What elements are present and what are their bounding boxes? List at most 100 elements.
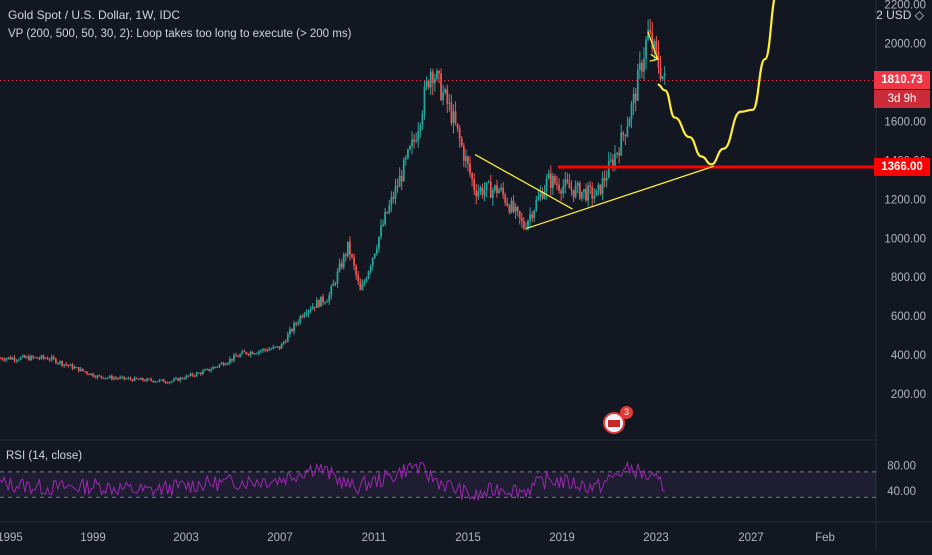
candle-body — [34, 357, 37, 359]
candle-body — [315, 300, 318, 308]
candle-body — [564, 179, 567, 187]
candle-body — [446, 89, 449, 104]
candle-body — [170, 381, 173, 383]
candle-body — [618, 152, 621, 156]
candle-body — [233, 355, 235, 361]
candle-body — [154, 381, 157, 383]
candle-body — [371, 257, 374, 267]
candle-body — [551, 176, 554, 188]
candle-body — [382, 224, 384, 226]
rsi-label[interactable]: RSI (14, close) — [6, 450, 83, 462]
ascending-trendline — [525, 165, 714, 230]
candle-body — [396, 186, 399, 188]
candle-body — [556, 183, 558, 185]
candle-body — [587, 185, 589, 201]
x-tick-label: 1995 — [0, 532, 23, 544]
peak-arrow-head — [649, 53, 660, 62]
candle-body — [46, 358, 49, 360]
candle-body — [191, 373, 194, 376]
candle-body — [346, 241, 349, 256]
candle-body — [640, 62, 643, 72]
candle-body — [90, 373, 93, 375]
axes: 200.00400.00600.00800.001000.001200.0014… — [0, 0, 926, 544]
candle-body — [661, 76, 664, 79]
candle-body — [355, 265, 358, 276]
candle-body — [595, 189, 598, 197]
candle-body — [603, 177, 606, 181]
candle-body — [288, 329, 291, 335]
candle-body — [202, 370, 204, 375]
x-tick-label: 2027 — [738, 532, 764, 544]
candle-body — [220, 362, 223, 365]
candle-body — [467, 156, 469, 164]
candle-body — [450, 102, 453, 124]
candle-body — [262, 349, 264, 351]
candle-body — [539, 192, 542, 197]
candle-body — [204, 369, 206, 371]
candle-body — [630, 103, 633, 120]
candle-body — [527, 220, 529, 229]
candle-body — [77, 367, 80, 372]
candle-body — [404, 157, 407, 160]
candle-body — [510, 200, 513, 213]
candle-body — [469, 163, 471, 174]
candle-body — [133, 377, 136, 382]
bar-countdown-tag: 3d 9h — [874, 90, 930, 109]
candle-body — [591, 187, 594, 199]
candle-body — [442, 92, 445, 101]
candle-body — [266, 349, 269, 351]
candle-body — [636, 69, 639, 101]
candle-body — [574, 185, 577, 198]
candle-body — [549, 173, 552, 188]
candle-body — [38, 358, 41, 360]
candle-body — [272, 346, 275, 349]
candle-body — [148, 378, 150, 380]
candle-body — [444, 89, 447, 93]
candle-body — [583, 189, 585, 192]
candle-body — [429, 71, 432, 88]
indicator-note[interactable]: VP (200, 500, 50, 30, 2): Loop takes too… — [8, 28, 352, 40]
candle-body — [378, 236, 380, 249]
candle-body — [398, 175, 401, 187]
candle-body — [576, 183, 579, 186]
candle-body — [605, 177, 608, 181]
candle-body — [257, 351, 260, 354]
candle-body — [643, 58, 645, 72]
candle-body — [253, 353, 256, 355]
candle-body — [19, 357, 22, 360]
candle-body — [44, 358, 47, 360]
candle-body — [286, 334, 289, 343]
candle-body — [533, 210, 536, 219]
candle-body — [622, 132, 625, 136]
candle-body — [326, 301, 329, 303]
candle-body — [210, 369, 213, 371]
candle-body — [520, 217, 523, 222]
candle-body — [189, 373, 192, 376]
candle-body — [309, 309, 312, 311]
candle-body — [554, 176, 556, 184]
candle-body — [26, 356, 28, 358]
candle-body — [61, 361, 64, 366]
candle-body — [344, 254, 347, 256]
candle-body — [626, 126, 629, 137]
candle-body — [284, 341, 287, 343]
candle-body — [471, 173, 474, 180]
currency-label[interactable]: 2 USD ◇ — [876, 8, 924, 22]
candle-body — [578, 183, 581, 199]
candle-body — [274, 346, 277, 348]
candle-body — [270, 348, 273, 350]
chart-title[interactable]: Gold Spot / U.S. Dollar, 1W, IDC — [8, 8, 181, 22]
y-tick-label: 1600.00 — [884, 116, 926, 128]
candle-body — [135, 377, 138, 379]
candle-body — [71, 364, 74, 369]
candle-body — [663, 73, 666, 77]
candle-body — [491, 190, 494, 198]
candle-body — [332, 283, 335, 286]
candle-body — [48, 359, 51, 361]
candle-body — [214, 366, 217, 368]
candle-body — [117, 378, 119, 380]
economic-events-badge[interactable]: 3 — [603, 406, 633, 434]
candle-body — [197, 372, 200, 374]
